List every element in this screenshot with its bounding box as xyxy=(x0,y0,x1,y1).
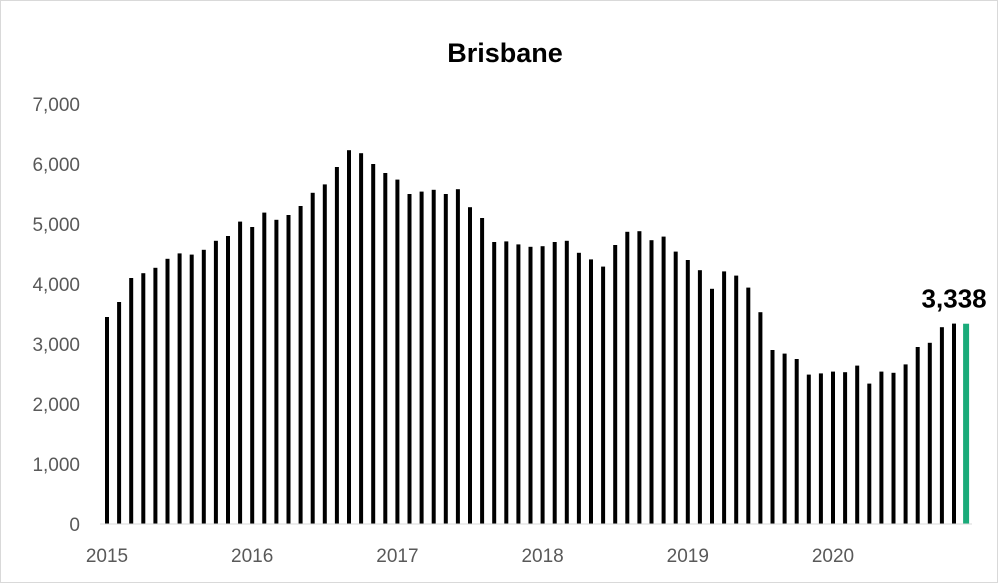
bar xyxy=(443,194,448,524)
bar xyxy=(625,231,630,525)
bar xyxy=(528,246,533,525)
bar xyxy=(613,245,618,524)
bar xyxy=(407,194,412,524)
bar xyxy=(165,258,170,524)
bar xyxy=(310,192,315,525)
x-tick-label: 2017 xyxy=(376,546,418,567)
bar xyxy=(891,372,896,524)
bar xyxy=(201,249,206,525)
x-tick-label: 2020 xyxy=(812,546,854,567)
bar xyxy=(117,302,122,524)
bar xyxy=(879,371,884,524)
bar xyxy=(843,372,848,524)
bar xyxy=(855,365,860,524)
bar xyxy=(746,287,751,524)
bar xyxy=(250,227,255,524)
bar xyxy=(431,189,436,525)
bar xyxy=(564,240,569,525)
bar xyxy=(601,266,606,524)
bar xyxy=(105,317,109,524)
y-tick-label: 1,000 xyxy=(32,455,80,476)
bar xyxy=(540,246,545,524)
bar xyxy=(697,270,702,524)
bar xyxy=(334,167,339,524)
bar xyxy=(213,240,218,525)
bar xyxy=(794,359,799,524)
bar xyxy=(177,253,182,524)
bar xyxy=(395,179,400,524)
bar xyxy=(226,236,230,524)
bar xyxy=(262,212,267,524)
y-tick-label: 6,000 xyxy=(32,155,80,176)
x-axis-ticks: 2015 2016 2017 2018 2019 2020 xyxy=(86,546,854,567)
bar xyxy=(371,164,376,524)
bar xyxy=(649,240,654,524)
bar xyxy=(298,206,303,524)
bar xyxy=(504,241,509,524)
bar xyxy=(347,150,351,524)
bar xyxy=(480,218,485,524)
bar xyxy=(383,173,388,524)
bar xyxy=(189,254,194,524)
y-axis-ticks: 0 1,000 2,000 3,000 4,000 5,000 6,000 7,000 xyxy=(32,95,80,536)
bar xyxy=(153,267,158,524)
bar xyxy=(903,364,908,524)
bar xyxy=(782,353,787,524)
y-tick-label: 4,000 xyxy=(32,275,80,296)
bar xyxy=(589,259,593,524)
bar xyxy=(359,153,364,524)
y-tick-label: 2,000 xyxy=(32,395,80,416)
bar xyxy=(516,244,521,524)
bar xyxy=(468,207,472,524)
bar xyxy=(710,288,714,524)
bar xyxy=(552,242,557,524)
bar xyxy=(758,312,763,524)
bar xyxy=(818,373,823,524)
y-tick-label: 0 xyxy=(69,515,80,536)
y-tick-label: 7,000 xyxy=(32,95,80,116)
bar xyxy=(576,252,581,525)
bar xyxy=(141,273,146,524)
bar xyxy=(492,242,497,524)
bar xyxy=(673,251,678,524)
y-tick-label: 5,000 xyxy=(32,215,80,236)
bar xyxy=(637,231,642,524)
bar xyxy=(685,260,690,524)
bars-group xyxy=(105,150,970,525)
last-value-label: 3,338 xyxy=(922,284,987,314)
bar xyxy=(734,275,739,524)
bar xyxy=(238,221,243,524)
chart-title: Brisbane xyxy=(447,38,563,68)
x-tick-label: 2019 xyxy=(667,546,709,567)
bar xyxy=(286,215,291,524)
x-tick-label: 2015 xyxy=(86,546,128,567)
bar xyxy=(927,342,932,524)
bar xyxy=(274,219,279,525)
bar xyxy=(831,371,835,524)
bar xyxy=(722,271,727,524)
bar xyxy=(770,350,775,524)
bar xyxy=(952,323,956,524)
bar xyxy=(939,327,944,524)
x-tick-label: 2018 xyxy=(521,546,563,567)
highlighted-bar xyxy=(963,323,970,524)
bar xyxy=(455,189,460,524)
y-tick-label: 3,000 xyxy=(32,335,80,356)
bar xyxy=(867,383,872,524)
bar xyxy=(322,184,327,524)
bar xyxy=(661,236,666,524)
bar xyxy=(915,347,920,524)
bar xyxy=(419,191,424,524)
bar xyxy=(129,278,134,524)
x-tick-label: 2016 xyxy=(231,546,273,567)
bar xyxy=(806,374,811,524)
